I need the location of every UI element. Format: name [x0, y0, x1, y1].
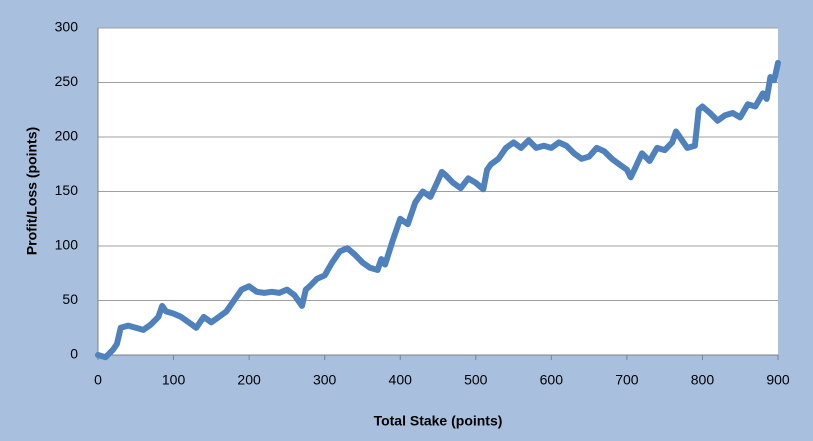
- y-tick-label: 50: [62, 291, 78, 307]
- x-tick-label: 0: [94, 372, 102, 388]
- x-tick-label: 500: [464, 372, 488, 388]
- x-tick-label: 700: [615, 372, 639, 388]
- y-axis-label: Profit/Loss (points): [24, 127, 40, 255]
- x-axis-label: Total Stake (points): [374, 413, 503, 429]
- x-tick-label: 100: [162, 372, 186, 388]
- y-tick-label: 0: [70, 346, 78, 362]
- y-tick-label: 150: [55, 182, 79, 198]
- y-tick-label: 100: [55, 237, 79, 253]
- y-tick-label: 300: [55, 19, 79, 35]
- x-tick-label: 900: [766, 372, 790, 388]
- x-tick-label: 300: [313, 372, 337, 388]
- data-line: [95, 59, 781, 361]
- x-tick-label: 200: [237, 372, 261, 388]
- y-tick-label: 250: [55, 73, 79, 89]
- y-tick-label: 200: [55, 128, 79, 144]
- x-tick-label: 400: [389, 372, 413, 388]
- x-tick-label: 600: [540, 372, 564, 388]
- x-tick-label: 800: [691, 372, 715, 388]
